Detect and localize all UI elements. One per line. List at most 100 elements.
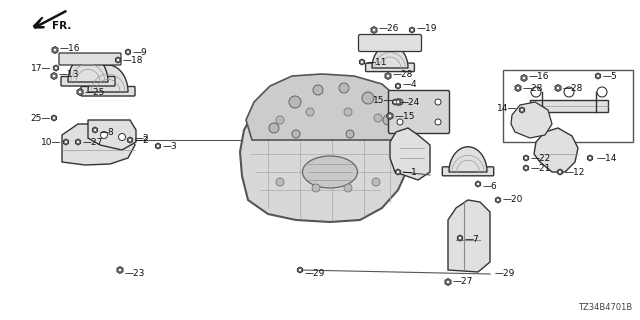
Text: 15—: 15— (372, 95, 393, 105)
Text: —19: —19 (417, 23, 438, 33)
Circle shape (129, 139, 131, 141)
Text: —24: —24 (400, 98, 420, 107)
Circle shape (410, 28, 413, 31)
Text: —22: —22 (531, 154, 551, 163)
Polygon shape (458, 235, 463, 241)
Text: —2: —2 (135, 135, 150, 145)
Circle shape (298, 268, 301, 271)
Circle shape (116, 59, 120, 61)
FancyBboxPatch shape (61, 76, 115, 86)
Polygon shape (534, 128, 578, 172)
Text: 17—: 17— (31, 63, 51, 73)
Polygon shape (557, 169, 563, 175)
Circle shape (313, 85, 323, 95)
Circle shape (446, 280, 450, 284)
Text: TZ34B4701B: TZ34B4701B (578, 303, 632, 312)
Circle shape (157, 145, 159, 148)
Circle shape (339, 83, 349, 93)
Text: —12: —12 (565, 167, 586, 177)
Polygon shape (588, 155, 593, 161)
Text: —29: —29 (495, 269, 515, 278)
Circle shape (360, 60, 364, 63)
Circle shape (397, 119, 403, 125)
Circle shape (289, 96, 301, 108)
Circle shape (100, 132, 108, 139)
Circle shape (520, 108, 524, 111)
Circle shape (383, 115, 393, 125)
Text: —29: —29 (305, 269, 325, 278)
Text: —21: —21 (531, 164, 552, 172)
Circle shape (589, 156, 591, 159)
Circle shape (397, 171, 399, 173)
Circle shape (372, 178, 380, 186)
Text: —14: —14 (597, 154, 618, 163)
Ellipse shape (303, 156, 358, 188)
Circle shape (477, 182, 479, 186)
Circle shape (54, 67, 58, 69)
Circle shape (292, 130, 300, 138)
Circle shape (435, 119, 441, 125)
Circle shape (344, 108, 352, 116)
FancyBboxPatch shape (388, 91, 449, 133)
Circle shape (435, 99, 441, 105)
Text: —16: —16 (60, 44, 81, 52)
Polygon shape (117, 267, 123, 274)
Circle shape (522, 76, 525, 80)
Text: —28: —28 (563, 84, 584, 92)
Circle shape (559, 171, 561, 173)
Polygon shape (520, 107, 525, 113)
Circle shape (597, 87, 607, 97)
Polygon shape (524, 165, 529, 171)
Polygon shape (396, 83, 401, 89)
Circle shape (372, 28, 376, 32)
Text: —4: —4 (403, 79, 418, 89)
Polygon shape (76, 139, 81, 145)
Circle shape (497, 198, 499, 202)
Circle shape (531, 87, 541, 97)
Circle shape (346, 130, 354, 138)
Polygon shape (298, 267, 303, 273)
Polygon shape (476, 181, 481, 187)
Polygon shape (524, 155, 529, 161)
Circle shape (78, 90, 82, 94)
Text: —28: —28 (523, 84, 543, 92)
Polygon shape (595, 73, 600, 79)
Polygon shape (392, 99, 397, 105)
Text: —26: —26 (379, 23, 399, 33)
Text: —6: —6 (483, 181, 498, 190)
Polygon shape (387, 113, 393, 119)
Circle shape (269, 123, 279, 133)
Circle shape (306, 108, 314, 116)
Text: —27: —27 (453, 277, 474, 286)
Circle shape (397, 99, 403, 105)
Circle shape (344, 184, 352, 192)
FancyBboxPatch shape (59, 53, 121, 65)
Polygon shape (371, 27, 377, 34)
Polygon shape (88, 65, 128, 92)
Circle shape (276, 178, 284, 186)
Polygon shape (530, 100, 608, 112)
Polygon shape (390, 128, 430, 180)
Polygon shape (62, 124, 135, 165)
Polygon shape (449, 147, 487, 172)
Circle shape (52, 74, 56, 78)
Polygon shape (52, 46, 58, 53)
Polygon shape (360, 59, 365, 65)
Text: 10—: 10— (40, 138, 61, 147)
Circle shape (118, 133, 125, 140)
Polygon shape (68, 55, 108, 82)
Circle shape (127, 51, 129, 53)
Polygon shape (88, 120, 136, 150)
Circle shape (596, 75, 600, 77)
Polygon shape (77, 89, 83, 95)
Polygon shape (396, 169, 401, 175)
Polygon shape (156, 143, 161, 149)
Circle shape (362, 92, 374, 104)
FancyBboxPatch shape (81, 86, 135, 96)
Circle shape (396, 100, 400, 104)
Circle shape (564, 87, 574, 97)
Text: —27: —27 (83, 138, 104, 147)
Polygon shape (92, 127, 97, 133)
Polygon shape (495, 197, 500, 203)
Text: —7: —7 (465, 236, 480, 244)
